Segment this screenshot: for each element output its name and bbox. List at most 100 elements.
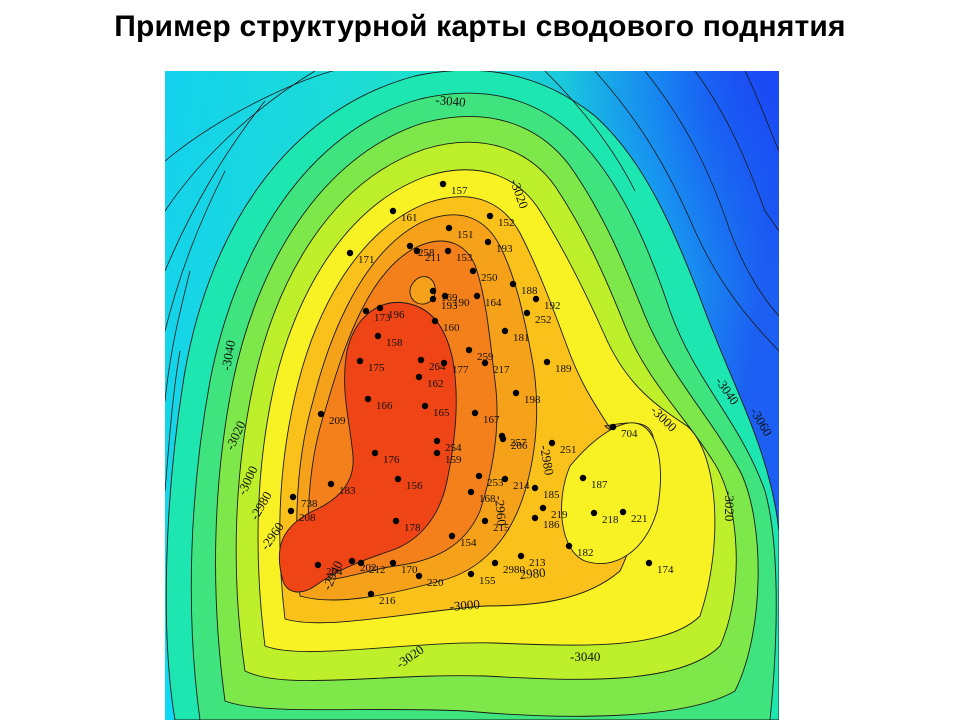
well-marker: [501, 475, 509, 483]
well: 208: [287, 507, 316, 524]
well-label: 177: [452, 364, 469, 376]
well: 212: [357, 559, 386, 576]
well-marker: [509, 280, 517, 288]
well-label: 160: [443, 322, 460, 334]
well-marker: [481, 359, 489, 367]
well: 157: [439, 180, 468, 197]
well-label: 158: [386, 337, 403, 349]
well-label: 159: [445, 454, 462, 466]
well-marker: [645, 559, 653, 567]
well-marker: [417, 356, 425, 364]
well: 214: [501, 475, 530, 492]
well-marker: [512, 389, 520, 397]
contour-label: -3040: [218, 339, 238, 371]
well-marker: [491, 559, 499, 567]
well-label: 186: [543, 519, 560, 531]
well-label: 175: [368, 362, 385, 374]
well-label: 156: [406, 480, 423, 492]
well-marker: [429, 295, 437, 303]
well-label: 209: [329, 415, 346, 427]
well-marker: [441, 292, 449, 300]
well-label: 215: [493, 522, 510, 534]
well-label: 213: [529, 557, 546, 569]
well-label: 220: [427, 577, 444, 589]
well: 178: [392, 517, 421, 534]
contour-label: -3040: [570, 649, 600, 664]
well-label: 161: [401, 212, 418, 224]
well-label: 192: [544, 300, 561, 312]
well: 155: [467, 570, 496, 587]
well-label: 198: [524, 394, 541, 406]
well-label: 738: [301, 498, 318, 510]
well-label: 202: [360, 562, 377, 574]
well-marker: [433, 449, 441, 457]
well-marker: [413, 247, 421, 255]
well-marker: [484, 238, 492, 246]
well-marker: [356, 357, 364, 365]
well: 161: [389, 207, 418, 224]
well-label: 216: [379, 595, 396, 607]
well-label: 170: [401, 564, 418, 576]
well-marker: [314, 561, 322, 569]
well-label: 185: [543, 489, 560, 501]
well-label: 181: [513, 332, 530, 344]
well-marker: [471, 409, 479, 417]
contour-label: -3020: [722, 491, 737, 521]
well-marker: [467, 488, 475, 496]
well-marker: [481, 517, 489, 525]
well: 258: [406, 242, 435, 259]
well-marker: [287, 507, 295, 515]
well-marker: [523, 309, 531, 317]
well: 216: [367, 590, 396, 607]
well: 252: [523, 309, 552, 326]
well: 189: [543, 358, 572, 375]
well: 204: [314, 561, 343, 578]
well-marker: [348, 557, 356, 565]
well-marker: [579, 474, 587, 482]
well: 158: [374, 332, 403, 349]
well-marker: [445, 224, 453, 232]
well-label: 214: [513, 480, 530, 492]
band-eastern-lobe: [561, 422, 661, 564]
well-label: 167: [483, 414, 500, 426]
band-red-top: [409, 276, 436, 305]
well: 206: [499, 435, 528, 452]
well-label: 254: [445, 442, 462, 454]
well-marker: [531, 514, 539, 522]
well-marker: [357, 559, 365, 567]
well-label: 259: [477, 351, 494, 363]
well-label: 221: [631, 513, 648, 525]
well: 171: [346, 249, 375, 266]
well-marker: [473, 292, 481, 300]
well: 186: [531, 514, 560, 531]
well: 185: [531, 484, 560, 501]
well: 192: [532, 295, 561, 312]
well-label: 153: [456, 252, 473, 264]
well-marker: [543, 358, 551, 366]
well-marker: [346, 249, 354, 257]
well: 209: [317, 410, 346, 427]
well: 738: [289, 493, 318, 510]
well-label: 174: [657, 564, 674, 576]
slide-title: Пример структурной карты сводового подня…: [114, 10, 846, 43]
well: 219: [539, 504, 568, 521]
well: 181: [501, 327, 530, 344]
well: 151: [445, 224, 474, 241]
well: 251: [548, 439, 577, 456]
well-label: 217: [493, 364, 510, 376]
well-marker: [433, 437, 441, 445]
well-label: 257: [510, 437, 527, 449]
well-label: 258: [418, 247, 435, 259]
well-marker: [389, 207, 397, 215]
well-label: 176: [383, 454, 400, 466]
well: 253: [475, 472, 504, 489]
well: 704: [609, 423, 638, 440]
well-marker: [327, 480, 335, 488]
well-label: 704: [621, 428, 638, 440]
well: 2980: [491, 559, 526, 576]
well: 165: [421, 402, 450, 419]
well-marker: [367, 590, 375, 598]
well-label: 165: [433, 407, 450, 419]
well-label: 208: [299, 512, 316, 524]
